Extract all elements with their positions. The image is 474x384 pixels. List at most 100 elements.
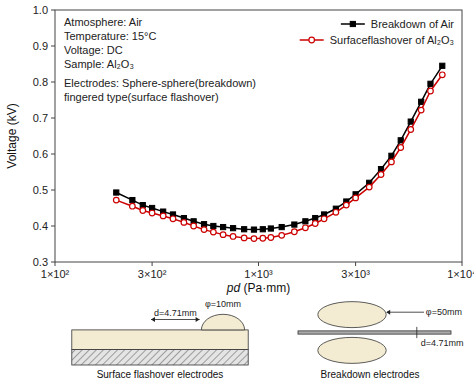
annotation: Temperature: 15°C	[64, 30, 156, 42]
x-tick-label: 1×10²	[41, 268, 70, 280]
data-point	[130, 197, 135, 202]
data-point	[398, 145, 404, 151]
sphere	[318, 337, 386, 363]
data-point	[211, 223, 216, 228]
legend: Breakdown of AirSurfaceflashover of Al₂O…	[300, 18, 455, 46]
y-tick-label: 0.6	[33, 148, 48, 160]
y-tick-label: 0.9	[33, 40, 48, 52]
y-axis-label: Voltage (kV)	[5, 103, 19, 168]
inset-breakdown: φ=50mmd=4.71mmBreakdown electrodes	[298, 302, 464, 380]
data-point	[230, 234, 236, 240]
y-tick-label: 0.3	[33, 256, 48, 268]
data-point	[221, 224, 226, 229]
data-point	[114, 190, 119, 195]
data-point	[419, 99, 424, 104]
data-point	[260, 235, 266, 241]
annotation: Sample: Al₂O₃	[64, 58, 134, 70]
data-point	[181, 220, 187, 226]
data-point	[260, 227, 265, 232]
y-tick	[51, 154, 55, 155]
plot-data	[113, 63, 445, 241]
inset-caption: Breakdown electrodes	[321, 369, 420, 380]
annotation: Atmosphere: Air	[64, 16, 143, 28]
data-point	[220, 232, 226, 238]
sphere	[318, 302, 386, 328]
dielectric	[72, 330, 248, 350]
y-tick	[51, 46, 55, 47]
data-point	[130, 203, 136, 209]
x-tick	[355, 262, 356, 266]
data-point	[170, 216, 176, 222]
data-point	[313, 215, 318, 220]
data-point	[398, 138, 403, 143]
plot-frame	[55, 10, 462, 262]
data-point	[428, 81, 433, 86]
data-point	[389, 159, 395, 165]
data-point	[140, 203, 145, 208]
inset-surface-flashover: d=4.71mm φ=10mm Surface flashover electrod…	[72, 299, 248, 381]
data-point	[408, 127, 414, 133]
legend-marker	[350, 21, 355, 26]
legend-label: Breakdown of Air	[371, 18, 454, 30]
y-tick	[51, 10, 55, 11]
y-tick	[51, 190, 55, 191]
data-point	[343, 202, 349, 208]
data-point	[389, 153, 394, 158]
inset-label: φ=50mm	[426, 307, 462, 317]
x-axis-label: pd (Pa·mm)	[226, 281, 290, 295]
gap-marker	[416, 327, 417, 338]
data-point	[113, 197, 119, 203]
x-tick-label: 3×10²	[138, 268, 167, 280]
x-tick	[258, 262, 259, 266]
data-point	[292, 229, 298, 235]
annotation: Electrodes: Sphere-sphere(breakdown)	[64, 77, 256, 89]
data-point	[191, 223, 197, 229]
inset-caption: Surface flashover electrodes	[97, 369, 224, 380]
data-point	[366, 184, 372, 190]
x-tick-label: 1×10³	[244, 268, 273, 280]
data-point	[251, 227, 256, 232]
annotations: Atmosphere: Air Temperature: 15°C Voltage:…	[64, 16, 256, 103]
data-point	[378, 172, 384, 178]
data-point	[303, 225, 309, 231]
x-tick-label: 3×10³	[341, 268, 370, 280]
data-point	[303, 219, 308, 224]
plate	[298, 331, 451, 334]
x-axis-label-part: (Pa·mm)	[240, 281, 290, 295]
y-tick-label: 0.4	[33, 220, 48, 232]
arrow-head	[196, 317, 200, 322]
data-point	[160, 213, 166, 219]
data-point	[268, 235, 274, 241]
arrow-head	[386, 310, 390, 315]
y-tick	[51, 118, 55, 119]
annotation: fingered type(surface flashover)	[64, 91, 219, 103]
y-tick-label: 1.0	[33, 4, 48, 16]
data-point	[242, 227, 247, 232]
data-point	[201, 227, 207, 233]
inset-label: d=4.71mm	[154, 308, 197, 318]
data-point	[428, 88, 434, 94]
data-point	[440, 63, 445, 68]
y-tick	[51, 82, 55, 83]
data-point	[333, 210, 339, 216]
y-tick-label: 0.7	[33, 112, 48, 124]
x-tick	[152, 262, 153, 266]
y-tick	[51, 262, 55, 263]
data-point	[418, 107, 424, 113]
y-tick-label: 0.5	[33, 184, 48, 196]
data-point	[230, 226, 235, 231]
chart: 1×10²3×10²1×10³3×10³1×10⁴0.30.40.50.60.7…	[0, 0, 474, 384]
data-point	[439, 72, 445, 78]
annotation: Voltage: DC	[64, 44, 123, 56]
inset-label: φ=10mm	[205, 299, 241, 309]
data-point	[211, 229, 217, 235]
data-point	[321, 216, 327, 222]
x-tick	[55, 262, 56, 266]
gap-arrow	[151, 319, 200, 320]
y-axis: 0.30.40.50.60.70.80.91.0	[33, 4, 55, 268]
x-axis: 1×10²3×10²1×10³3×10³1×10⁴	[41, 262, 474, 280]
arrow-head	[151, 317, 155, 322]
electrode	[201, 314, 244, 330]
legend-marker	[309, 37, 315, 43]
data-point	[149, 210, 155, 216]
